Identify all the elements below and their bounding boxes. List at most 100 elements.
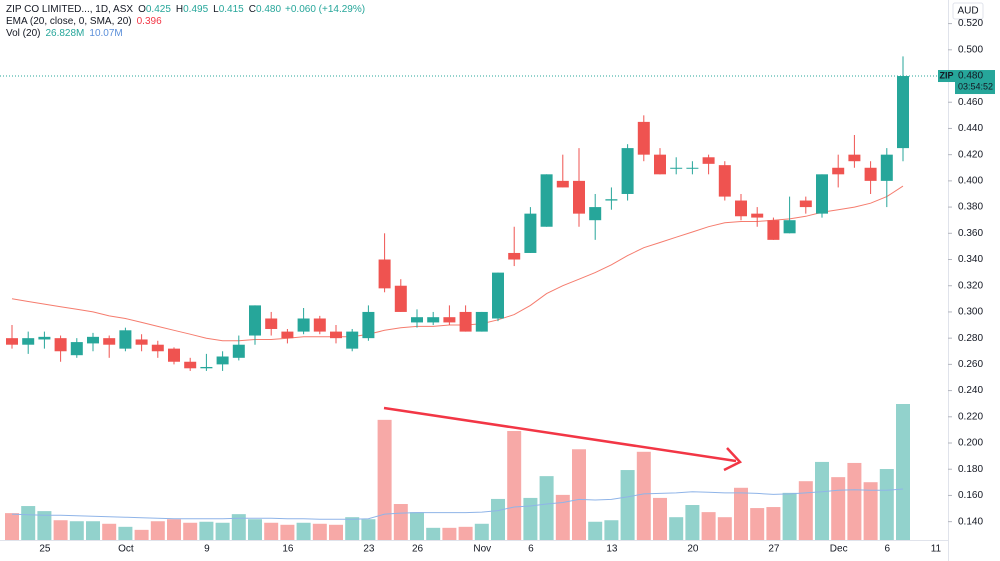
volume-bar xyxy=(750,508,765,540)
candle-body xyxy=(184,361,197,369)
y-tick-label: 0.240 xyxy=(958,385,983,396)
candle-body xyxy=(783,220,796,234)
ohlc-key: C xyxy=(249,4,256,15)
y-tick-label: 0.320 xyxy=(958,280,983,291)
x-tick-label: 11 xyxy=(931,544,942,555)
x-tick-label: 9 xyxy=(204,544,210,555)
price-tag-countdown: 03:54:52 xyxy=(958,81,993,91)
x-tick-label: 20 xyxy=(687,544,699,555)
x-tick-label: 6 xyxy=(885,544,891,555)
candle-body xyxy=(637,121,650,155)
candle-body xyxy=(880,154,893,181)
x-tick-label: 27 xyxy=(768,544,780,555)
candle-body xyxy=(799,200,812,208)
volume-bar xyxy=(410,512,424,540)
candle-body xyxy=(200,366,213,369)
volume-bar xyxy=(134,529,149,540)
x-tick-label: 23 xyxy=(363,544,375,555)
ohlc-key: H xyxy=(176,4,183,15)
volume-bar xyxy=(442,527,457,540)
candle-body xyxy=(378,259,391,289)
ema-label: EMA (20, close, 0, SMA, 20) xyxy=(6,16,132,27)
volume-bar xyxy=(847,462,862,540)
currency-box[interactable] xyxy=(952,2,984,20)
volume-bar xyxy=(329,524,343,540)
ohlc-value: 0.425 xyxy=(146,4,171,15)
x-tick-label: Dec xyxy=(830,544,848,555)
y-tick-label: 0.520 xyxy=(958,18,983,29)
volume-bar xyxy=(21,506,36,540)
vol-sma-value: 10.07M xyxy=(89,28,122,39)
x-tick-label: 16 xyxy=(282,544,294,555)
volume-bar xyxy=(879,469,894,540)
y-tick-label: 0.460 xyxy=(958,97,983,108)
volume-bar xyxy=(782,492,797,540)
volume-bar xyxy=(377,419,392,540)
candle-body xyxy=(362,311,375,339)
volume-bar xyxy=(831,477,846,540)
ohlc-value: 0.480 xyxy=(256,4,281,15)
candle-body xyxy=(54,338,67,352)
candle-body xyxy=(864,167,877,181)
volume-bar xyxy=(798,481,813,540)
candle-body xyxy=(38,336,51,340)
vol-label: Vol (20) xyxy=(6,28,40,39)
ohlc-value: 0.415 xyxy=(219,4,244,15)
price-tag-symbol-box xyxy=(938,70,955,83)
vol-legend: Vol (20) 26.828M 10.07M xyxy=(6,28,123,39)
candle-body xyxy=(6,338,18,345)
volume-bar xyxy=(896,404,910,540)
volume-bar xyxy=(604,520,619,540)
volume-bar xyxy=(118,526,133,540)
volume-bar xyxy=(766,507,781,540)
candle-body xyxy=(735,200,747,217)
candle-body xyxy=(119,330,132,349)
volume-bar xyxy=(102,523,117,540)
candle-body xyxy=(686,167,699,169)
y-tick-label: 0.160 xyxy=(958,490,983,501)
candle-body xyxy=(832,167,845,175)
volume-bar xyxy=(685,505,700,540)
candle-body xyxy=(492,272,504,319)
candle-body xyxy=(556,180,569,188)
volume-bar xyxy=(701,512,716,540)
volume-bar xyxy=(5,513,19,540)
candle-body xyxy=(394,285,407,312)
volume-bar xyxy=(53,520,68,540)
volume-bar xyxy=(507,431,522,540)
x-tick-label: Oct xyxy=(118,544,134,555)
volume-bar xyxy=(620,470,635,540)
volume-bar xyxy=(717,517,732,540)
volume-bar xyxy=(572,449,586,540)
volume-bar xyxy=(588,521,603,540)
volume-bar xyxy=(523,497,538,540)
candle-body xyxy=(411,317,423,323)
volume-bar xyxy=(280,524,295,540)
y-tick-label: 0.280 xyxy=(958,333,983,344)
candle-body xyxy=(265,318,278,329)
candle-body xyxy=(70,342,83,356)
y-tick-label: 0.420 xyxy=(958,149,983,160)
y-tick-label: 0.380 xyxy=(958,202,983,213)
candle-body xyxy=(281,331,294,339)
ohlc-value: 0.495 xyxy=(183,4,208,15)
candle-body xyxy=(508,252,521,260)
candle-body xyxy=(87,336,99,344)
candle-body xyxy=(135,339,148,345)
candle-body xyxy=(427,317,440,323)
x-tick-label: 13 xyxy=(606,544,618,555)
volume-bar xyxy=(215,522,230,540)
candle-body xyxy=(848,154,861,162)
volume-bar xyxy=(734,487,748,540)
ohlc-key: O xyxy=(138,4,146,15)
candle-body xyxy=(670,167,683,169)
volume-bar xyxy=(458,526,473,540)
x-tick-label: 25 xyxy=(39,544,51,555)
ema-legend: EMA (20, close, 0, SMA, 20) 0.396 xyxy=(6,16,162,27)
vol-value: 26.828M xyxy=(45,28,84,39)
volume-bar xyxy=(248,519,262,540)
y-tick-label: 0.300 xyxy=(958,307,983,318)
candle-body xyxy=(573,180,585,214)
volume-bar xyxy=(150,521,165,540)
